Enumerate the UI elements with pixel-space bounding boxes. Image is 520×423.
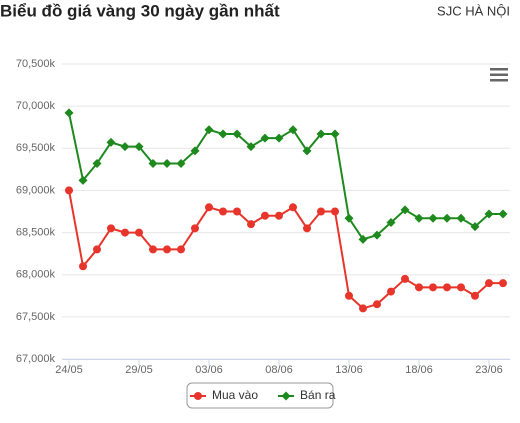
data-point xyxy=(345,291,353,300)
data-point xyxy=(387,287,395,296)
data-point xyxy=(148,158,158,168)
x-tick-label: 08/06 xyxy=(265,364,293,376)
data-point xyxy=(429,283,437,292)
data-point xyxy=(93,245,101,254)
y-tick-label: 68,000k xyxy=(16,269,56,281)
x-tick-label: 23/06 xyxy=(475,364,503,376)
x-tick-label: 03/06 xyxy=(195,364,223,376)
data-point xyxy=(135,228,143,237)
data-point xyxy=(316,129,326,139)
data-point xyxy=(78,175,88,185)
data-point xyxy=(194,392,202,400)
data-point xyxy=(372,230,382,240)
data-point xyxy=(317,207,325,216)
data-point xyxy=(442,213,452,223)
data-point xyxy=(484,209,494,219)
y-tick-label: 69,000k xyxy=(16,184,56,196)
data-point xyxy=(64,108,74,118)
legend-item[interactable]: Mua vào xyxy=(190,388,258,402)
data-point xyxy=(219,207,227,216)
legend-label: Mua vào xyxy=(212,388,258,402)
data-point xyxy=(498,209,508,219)
data-point xyxy=(205,203,213,212)
data-point xyxy=(470,222,480,232)
data-point xyxy=(121,228,129,237)
data-point xyxy=(471,291,479,300)
data-point xyxy=(233,207,241,216)
data-point xyxy=(261,211,269,220)
data-point xyxy=(344,213,354,223)
data-point xyxy=(275,211,283,220)
legend-item[interactable]: Bán ra xyxy=(278,388,336,402)
y-tick-label: 70,500k xyxy=(16,58,56,70)
y-tick-label: 68,500k xyxy=(16,226,56,238)
data-point xyxy=(120,142,130,152)
data-point xyxy=(163,245,171,254)
data-point xyxy=(134,142,144,152)
data-point xyxy=(331,207,339,216)
data-point xyxy=(400,205,410,215)
data-point xyxy=(288,125,298,135)
data-point xyxy=(92,158,102,168)
data-point xyxy=(373,300,381,309)
y-tick-label: 70,000k xyxy=(16,100,56,112)
data-point xyxy=(218,129,228,139)
data-point xyxy=(358,234,368,244)
data-point xyxy=(247,220,255,229)
menu-button[interactable] xyxy=(490,68,508,82)
data-point xyxy=(106,137,116,147)
data-point xyxy=(204,125,214,135)
x-tick-label: 13/06 xyxy=(335,364,363,376)
data-point xyxy=(401,274,409,283)
x-tick-label: 29/05 xyxy=(125,364,153,376)
series-line xyxy=(68,190,503,310)
y-tick-label: 67,000k xyxy=(16,353,56,365)
data-point xyxy=(246,142,256,152)
x-tick-label: 18/06 xyxy=(405,364,433,376)
location-label: SJC HÀ NỘI xyxy=(437,3,510,18)
legend-box xyxy=(186,382,334,409)
data-point xyxy=(457,283,465,292)
data-point xyxy=(415,283,423,292)
data-point xyxy=(191,224,199,233)
data-point xyxy=(359,304,367,313)
data-point xyxy=(177,245,185,254)
data-point xyxy=(499,279,507,288)
data-point xyxy=(162,158,172,168)
data-point xyxy=(443,283,451,292)
data-point xyxy=(330,129,340,139)
data-point xyxy=(456,213,466,223)
data-point xyxy=(176,158,186,168)
data-point xyxy=(386,217,396,227)
data-point xyxy=(79,262,87,271)
data-point xyxy=(149,245,157,254)
data-point xyxy=(303,224,311,233)
data-point xyxy=(414,213,424,223)
data-point xyxy=(289,203,297,212)
data-point xyxy=(302,146,312,156)
data-point xyxy=(274,133,284,143)
data-point xyxy=(190,146,200,156)
x-tick-label: 24/05 xyxy=(55,364,83,376)
data-point xyxy=(428,213,438,223)
chart-title: Biểu đồ giá vàng 30 ngày gần nhất xyxy=(0,1,280,20)
series-line xyxy=(68,112,503,241)
data-point xyxy=(65,186,73,195)
data-point xyxy=(260,133,270,143)
data-point xyxy=(485,279,493,288)
data-point xyxy=(281,391,291,401)
legend-label: Bán ra xyxy=(300,388,336,402)
y-tick-label: 69,500k xyxy=(16,142,56,154)
data-point xyxy=(107,224,115,233)
y-tick-label: 67,500k xyxy=(16,311,56,323)
data-point xyxy=(232,129,242,139)
